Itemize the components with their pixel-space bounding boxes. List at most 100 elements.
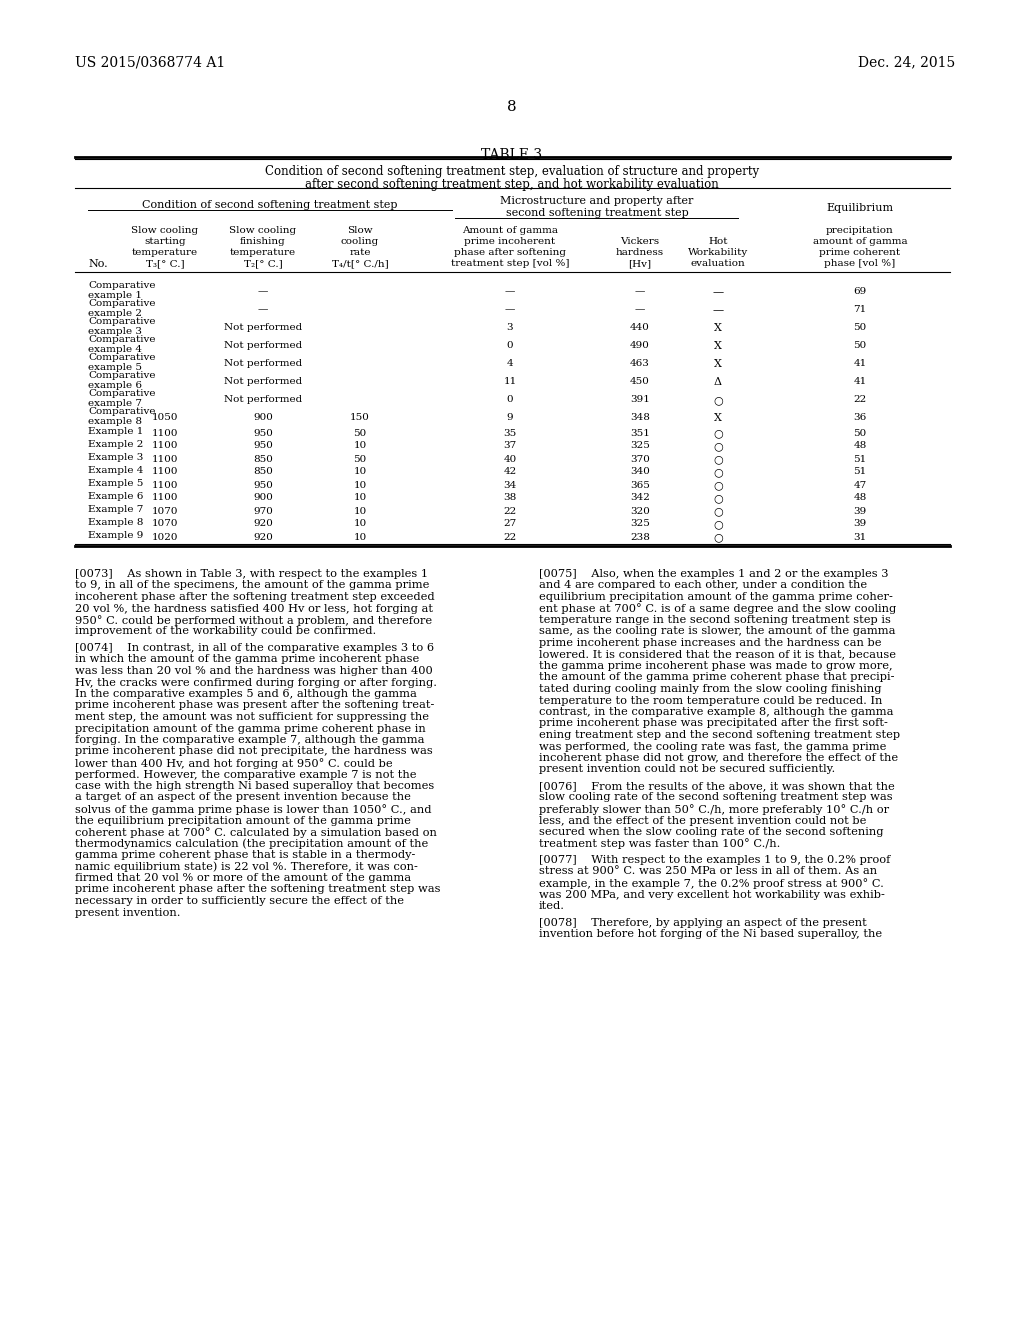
Text: —: — [258, 286, 268, 296]
Text: Condition of second softening treatment step: Condition of second softening treatment … [142, 201, 397, 210]
Text: firmed that 20 vol % or more of the amount of the gamma: firmed that 20 vol % or more of the amou… [75, 873, 411, 883]
Text: prime incoherent phase did not precipitate, the hardness was: prime incoherent phase did not precipita… [75, 747, 433, 756]
Text: 348: 348 [630, 413, 650, 422]
Text: and 4 are compared to each other, under a condition the: and 4 are compared to each other, under … [539, 581, 867, 590]
Text: 365: 365 [630, 480, 650, 490]
Text: T₃[° C.]: T₃[° C.] [145, 259, 184, 268]
Text: in which the amount of the gamma prime incoherent phase: in which the amount of the gamma prime i… [75, 655, 419, 664]
Text: 41: 41 [853, 378, 866, 385]
Text: secured when the slow cooling rate of the second softening: secured when the slow cooling rate of th… [539, 828, 884, 837]
Text: ○: ○ [713, 532, 723, 543]
Text: 10: 10 [353, 532, 367, 541]
Text: Example 7: Example 7 [88, 506, 143, 513]
Text: 47: 47 [853, 480, 866, 490]
Text: 1100: 1100 [152, 441, 178, 450]
Text: X: X [714, 341, 722, 351]
Text: Comparative: Comparative [88, 352, 156, 362]
Text: 950° C. could be performed without a problem, and therefore: 950° C. could be performed without a pro… [75, 615, 432, 626]
Text: ○: ○ [713, 441, 723, 451]
Text: precipitation: precipitation [826, 226, 894, 235]
Text: 50: 50 [853, 429, 866, 437]
Text: prime incoherent phase increases and the hardness can be: prime incoherent phase increases and the… [539, 638, 882, 648]
Text: —: — [713, 305, 724, 315]
Text: Not performed: Not performed [224, 359, 302, 368]
Text: ○: ○ [713, 480, 723, 491]
Text: 1100: 1100 [152, 454, 178, 463]
Text: the amount of the gamma prime coherent phase that precipi-: the amount of the gamma prime coherent p… [539, 672, 895, 682]
Text: 11: 11 [504, 378, 517, 385]
Text: the gamma prime incoherent phase was made to grow more,: the gamma prime incoherent phase was mad… [539, 661, 893, 671]
Text: 50: 50 [353, 454, 367, 463]
Text: example, in the example 7, the 0.2% proof stress at 900° C.: example, in the example 7, the 0.2% proo… [539, 878, 884, 888]
Text: —: — [258, 305, 268, 314]
Text: lower than 400 Hv, and hot forging at 950° C. could be: lower than 400 Hv, and hot forging at 95… [75, 758, 392, 768]
Text: 39: 39 [853, 507, 866, 516]
Text: example 5: example 5 [88, 363, 142, 372]
Text: 342: 342 [630, 494, 650, 503]
Text: namic equilibrium state) is 22 vol %. Therefore, it was con-: namic equilibrium state) is 22 vol %. Th… [75, 862, 418, 873]
Text: forging. In the comparative example 7, although the gamma: forging. In the comparative example 7, a… [75, 735, 425, 744]
Text: 38: 38 [504, 494, 517, 503]
Text: example 1: example 1 [88, 290, 142, 300]
Text: 325: 325 [630, 520, 650, 528]
Text: Comparative: Comparative [88, 371, 156, 380]
Text: 1070: 1070 [152, 520, 178, 528]
Text: cooling: cooling [341, 238, 379, 246]
Text: Example 4: Example 4 [88, 466, 143, 475]
Text: precipitation amount of the gamma prime coherent phase in: precipitation amount of the gamma prime … [75, 723, 426, 734]
Text: solvus of the gamma prime phase is lower than 1050° C., and: solvus of the gamma prime phase is lower… [75, 804, 431, 814]
Text: Hv, the cracks were confirmed during forging or after forging.: Hv, the cracks were confirmed during for… [75, 677, 437, 688]
Text: 20 vol %, the hardness satisfied 400 Hv or less, hot forging at: 20 vol %, the hardness satisfied 400 Hv … [75, 603, 433, 614]
Text: Comparative: Comparative [88, 335, 156, 345]
Text: Example 5: Example 5 [88, 479, 143, 488]
Text: 9: 9 [507, 413, 513, 422]
Text: 0: 0 [507, 395, 513, 404]
Text: 370: 370 [630, 454, 650, 463]
Text: a target of an aspect of the present invention because the: a target of an aspect of the present inv… [75, 792, 411, 803]
Text: 1100: 1100 [152, 467, 178, 477]
Text: —: — [505, 286, 515, 296]
Text: stress at 900° C. was 250 MPa or less in all of them. As an: stress at 900° C. was 250 MPa or less in… [539, 866, 878, 876]
Text: temperature range in the second softening treatment step is: temperature range in the second softenin… [539, 615, 891, 624]
Text: second softening treatment step: second softening treatment step [506, 209, 688, 218]
Text: prime incoherent phase was precipitated after the first soft-: prime incoherent phase was precipitated … [539, 718, 888, 729]
Text: Example 3: Example 3 [88, 453, 143, 462]
Text: prime coherent: prime coherent [819, 248, 900, 257]
Text: 950: 950 [253, 480, 273, 490]
Text: 1050: 1050 [152, 413, 178, 422]
Text: temperature: temperature [132, 248, 198, 257]
Text: prime incoherent: prime incoherent [465, 238, 556, 246]
Text: preferably slower than 50° C./h, more preferably 10° C./h or: preferably slower than 50° C./h, more pr… [539, 804, 889, 814]
Text: example 7: example 7 [88, 399, 142, 408]
Text: phase after softening: phase after softening [454, 248, 566, 257]
Text: 10: 10 [353, 467, 367, 477]
Text: ment step, the amount was not sufficient for suppressing the: ment step, the amount was not sufficient… [75, 711, 429, 722]
Text: prime incoherent phase was present after the softening treat-: prime incoherent phase was present after… [75, 701, 434, 710]
Text: 10: 10 [353, 507, 367, 516]
Text: 3: 3 [507, 323, 513, 333]
Text: 490: 490 [630, 341, 650, 350]
Text: 31: 31 [853, 532, 866, 541]
Text: 37: 37 [504, 441, 517, 450]
Text: example 8: example 8 [88, 417, 142, 426]
Text: [0075]    Also, when the examples 1 and 2 or the examples 3: [0075] Also, when the examples 1 and 2 o… [539, 569, 889, 579]
Text: ○: ○ [713, 494, 723, 503]
Text: ited.: ited. [539, 902, 565, 911]
Text: ○: ○ [713, 429, 723, 438]
Text: coherent phase at 700° C. calculated by a simulation based on: coherent phase at 700° C. calculated by … [75, 828, 437, 838]
Text: ○: ○ [713, 454, 723, 465]
Text: 10: 10 [353, 480, 367, 490]
Text: [0076]    From the results of the above, it was shown that the: [0076] From the results of the above, it… [539, 781, 895, 791]
Text: Not performed: Not performed [224, 378, 302, 385]
Text: invention before hot forging of the Ni based superalloy, the: invention before hot forging of the Ni b… [539, 929, 882, 939]
Text: Dec. 24, 2015: Dec. 24, 2015 [858, 55, 955, 69]
Text: 0: 0 [507, 341, 513, 350]
Text: No.: No. [88, 259, 108, 269]
Text: 22: 22 [504, 532, 517, 541]
Text: 351: 351 [630, 429, 650, 437]
Text: tated during cooling mainly from the slow cooling finishing: tated during cooling mainly from the slo… [539, 684, 882, 694]
Text: 450: 450 [630, 378, 650, 385]
Text: 1070: 1070 [152, 507, 178, 516]
Text: 48: 48 [853, 494, 866, 503]
Text: rate: rate [349, 248, 371, 257]
